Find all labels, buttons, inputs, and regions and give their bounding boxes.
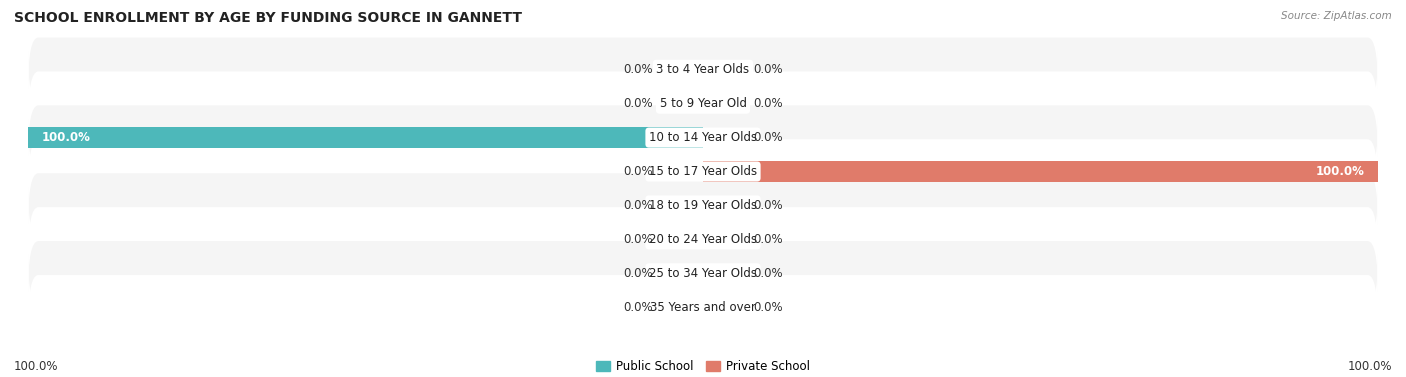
- Bar: [659, 298, 703, 316]
- Bar: [659, 61, 703, 79]
- Bar: [659, 264, 703, 282]
- Text: 0.0%: 0.0%: [754, 301, 783, 314]
- FancyBboxPatch shape: [28, 207, 1378, 271]
- FancyBboxPatch shape: [28, 173, 1378, 238]
- Text: 0.0%: 0.0%: [623, 97, 652, 110]
- Bar: [28, 127, 703, 148]
- Bar: [659, 196, 703, 215]
- Text: 10 to 14 Year Olds: 10 to 14 Year Olds: [650, 131, 756, 144]
- Text: Source: ZipAtlas.com: Source: ZipAtlas.com: [1281, 11, 1392, 21]
- FancyBboxPatch shape: [28, 241, 1378, 305]
- Text: 0.0%: 0.0%: [754, 131, 783, 144]
- FancyBboxPatch shape: [28, 275, 1378, 339]
- Text: 0.0%: 0.0%: [623, 267, 652, 280]
- Text: 100.0%: 100.0%: [14, 360, 59, 373]
- Text: 18 to 19 Year Olds: 18 to 19 Year Olds: [650, 199, 756, 212]
- Bar: [703, 196, 747, 215]
- FancyBboxPatch shape: [28, 106, 1378, 170]
- Bar: [659, 162, 703, 181]
- Text: 0.0%: 0.0%: [623, 233, 652, 246]
- Text: 100.0%: 100.0%: [1316, 165, 1364, 178]
- Text: 35 Years and over: 35 Years and over: [650, 301, 756, 314]
- Text: 0.0%: 0.0%: [623, 301, 652, 314]
- Text: 0.0%: 0.0%: [754, 63, 783, 76]
- Text: 0.0%: 0.0%: [754, 267, 783, 280]
- Text: 0.0%: 0.0%: [623, 199, 652, 212]
- Text: 0.0%: 0.0%: [754, 233, 783, 246]
- Text: 100.0%: 100.0%: [1347, 360, 1392, 373]
- Legend: Public School, Private School: Public School, Private School: [592, 356, 814, 377]
- Text: 0.0%: 0.0%: [754, 199, 783, 212]
- FancyBboxPatch shape: [28, 139, 1378, 204]
- FancyBboxPatch shape: [28, 72, 1378, 136]
- Text: 3 to 4 Year Olds: 3 to 4 Year Olds: [657, 63, 749, 76]
- Text: 0.0%: 0.0%: [754, 97, 783, 110]
- Text: 0.0%: 0.0%: [623, 63, 652, 76]
- Text: 100.0%: 100.0%: [42, 131, 90, 144]
- Text: 0.0%: 0.0%: [623, 165, 652, 178]
- Text: 5 to 9 Year Old: 5 to 9 Year Old: [659, 97, 747, 110]
- Bar: [703, 95, 747, 113]
- Bar: [659, 95, 703, 113]
- Text: 15 to 17 Year Olds: 15 to 17 Year Olds: [650, 165, 756, 178]
- Bar: [703, 129, 747, 147]
- Text: 25 to 34 Year Olds: 25 to 34 Year Olds: [650, 267, 756, 280]
- Bar: [703, 264, 747, 282]
- Text: SCHOOL ENROLLMENT BY AGE BY FUNDING SOURCE IN GANNETT: SCHOOL ENROLLMENT BY AGE BY FUNDING SOUR…: [14, 11, 522, 25]
- Bar: [703, 298, 747, 316]
- Text: 20 to 24 Year Olds: 20 to 24 Year Olds: [650, 233, 756, 246]
- Bar: [703, 61, 747, 79]
- FancyBboxPatch shape: [28, 38, 1378, 102]
- Bar: [703, 230, 747, 248]
- Bar: [703, 161, 1378, 182]
- Bar: [659, 230, 703, 248]
